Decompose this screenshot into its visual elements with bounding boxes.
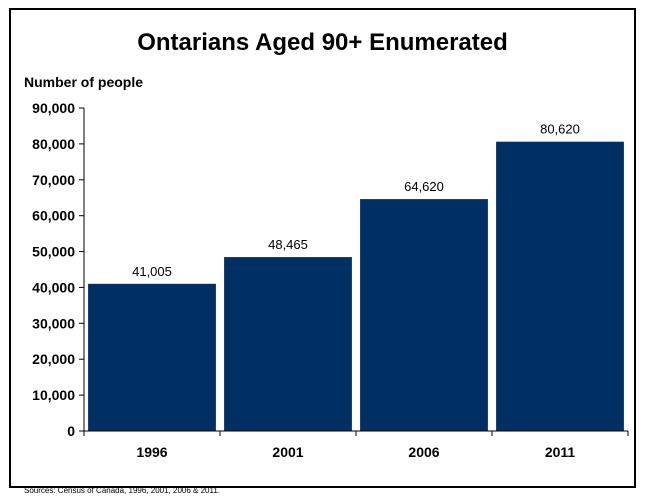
y-tick-label: 20,000 (32, 351, 75, 367)
y-tick-label: 40,000 (32, 279, 75, 295)
y-tick-label: 70,000 (32, 172, 75, 188)
bar-1996 (88, 283, 216, 431)
bar-2011 (496, 141, 624, 431)
axes-group (79, 107, 629, 436)
y-tick-label: 90,000 (32, 100, 75, 116)
x-tick-label-2001: 2001 (272, 444, 303, 460)
source-note: Sources: Census of Canada, 1996, 2001, 2… (24, 486, 220, 495)
y-axis-label: Number of people (24, 74, 144, 90)
y-tick-label: 30,000 (32, 315, 75, 331)
y-tick-label: 10,000 (32, 387, 75, 403)
y-ticks-group: 0 10,000 20,000 30,000 40,000 50,000 60,000 70,… (32, 100, 75, 439)
x-tick-label-1996: 1996 (136, 444, 167, 460)
x-tick-label-2011: 2011 (545, 444, 576, 460)
y-tick-label: 50,000 (32, 244, 75, 260)
value-label-2001: 48,465 (268, 237, 308, 252)
y-tick-label: 60,000 (32, 208, 75, 224)
value-label-2006: 64,620 (404, 179, 444, 194)
value-labels-group: 41,005 48,465 64,620 80,620 (132, 122, 580, 279)
y-tick-label: 0 (67, 423, 75, 439)
x-tick-label-2006: 2006 (408, 444, 439, 460)
y-tick-label: 80,000 (32, 136, 75, 152)
bar-2006 (360, 199, 488, 431)
chart-title: Ontarians Aged 90+ Enumerated (137, 29, 508, 56)
value-label-1996: 41,005 (132, 264, 172, 279)
value-label-2011: 80,620 (540, 122, 580, 137)
bars-group (88, 141, 624, 431)
bar-2001 (224, 257, 352, 431)
x-ticks-group: 1996 2001 2006 2011 (136, 444, 575, 460)
